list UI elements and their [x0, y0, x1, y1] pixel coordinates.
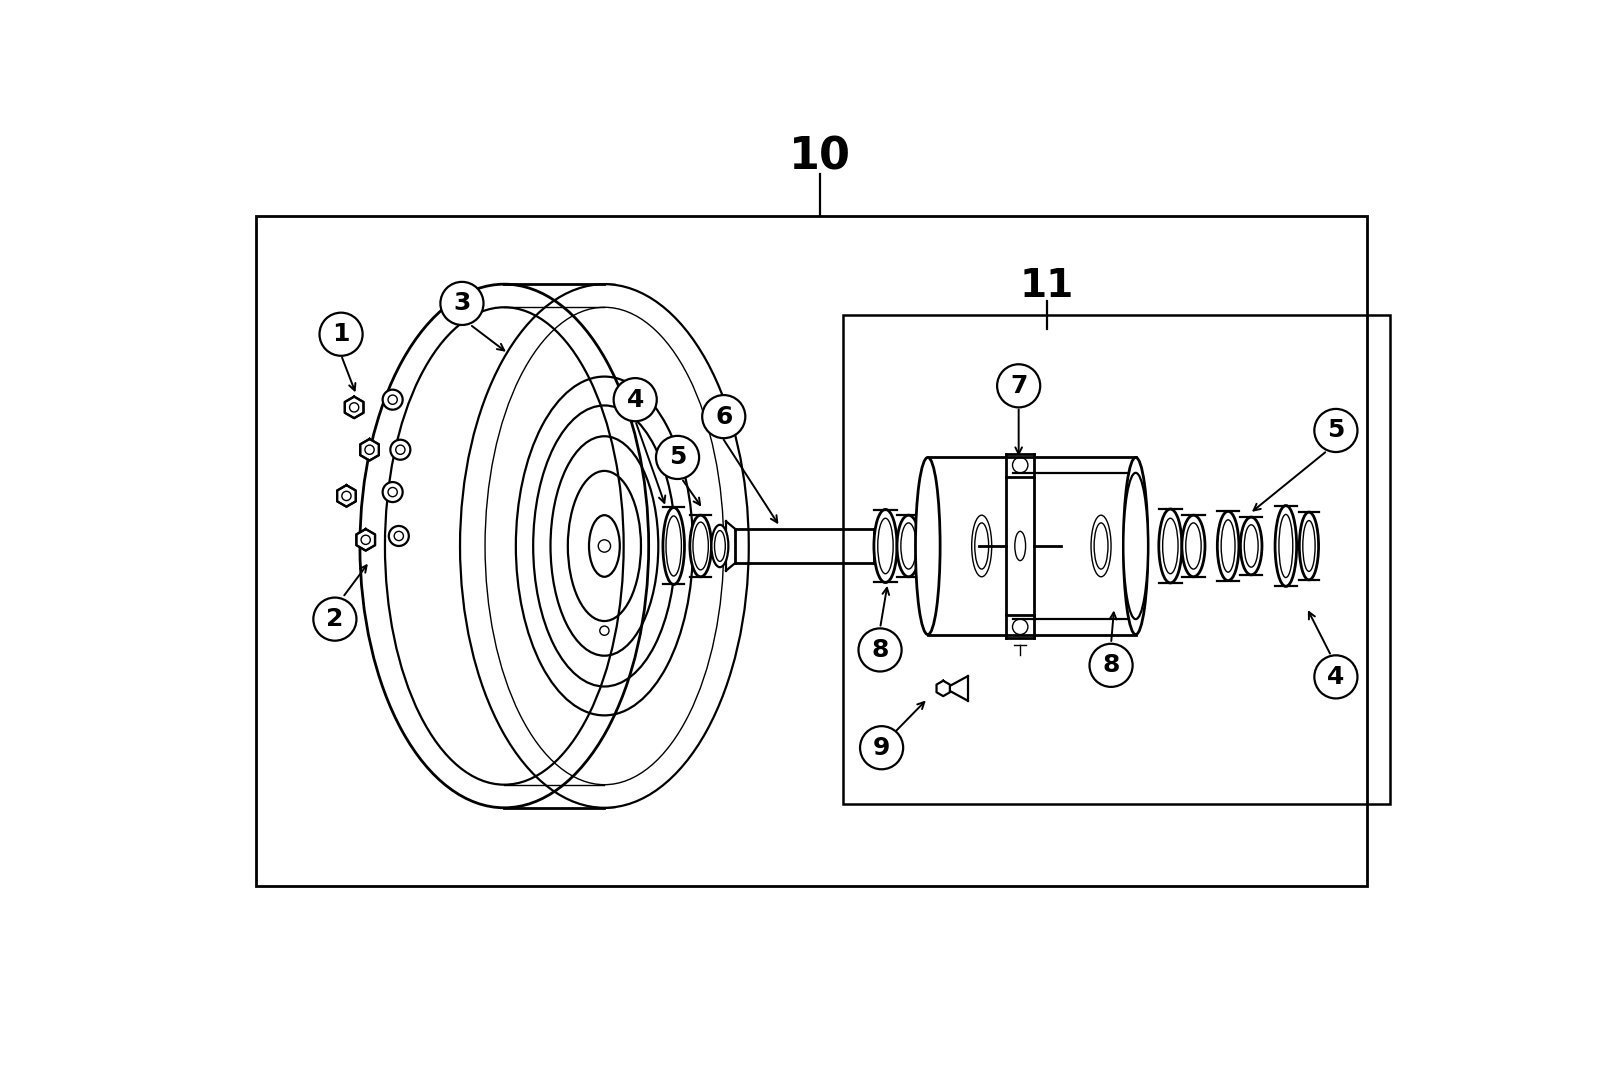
Circle shape [382, 482, 403, 502]
Ellipse shape [1218, 511, 1238, 581]
Polygon shape [936, 681, 950, 696]
Bar [843, 315, 1390, 804]
Text: 4: 4 [1328, 665, 1344, 689]
Circle shape [390, 440, 410, 460]
Ellipse shape [712, 525, 728, 567]
Circle shape [320, 313, 363, 356]
Circle shape [314, 597, 357, 641]
Text: 5: 5 [669, 446, 686, 470]
Text: 9: 9 [874, 735, 890, 760]
Circle shape [389, 526, 410, 546]
Circle shape [614, 378, 656, 421]
Text: 1: 1 [333, 323, 350, 346]
Circle shape [859, 628, 902, 671]
Ellipse shape [874, 509, 898, 582]
Polygon shape [357, 530, 374, 551]
Text: 3: 3 [453, 292, 470, 315]
Text: 8: 8 [1102, 653, 1120, 678]
Polygon shape [338, 486, 355, 507]
Circle shape [1314, 408, 1357, 452]
Text: 5: 5 [1328, 418, 1344, 443]
Circle shape [656, 436, 699, 479]
Ellipse shape [690, 516, 712, 577]
Ellipse shape [662, 507, 685, 584]
Ellipse shape [1240, 517, 1262, 575]
Circle shape [1090, 644, 1133, 687]
Circle shape [440, 282, 483, 325]
Circle shape [997, 364, 1040, 407]
Text: 8: 8 [872, 638, 888, 661]
Ellipse shape [1123, 458, 1149, 635]
Text: 11: 11 [1021, 267, 1074, 304]
Ellipse shape [1182, 516, 1205, 577]
Bar [256, 217, 1366, 887]
Text: 4: 4 [627, 388, 643, 412]
Bar [357, 284, 757, 808]
Circle shape [861, 726, 902, 770]
Bar [1006, 477, 1034, 615]
Ellipse shape [1123, 473, 1149, 620]
Ellipse shape [1158, 509, 1182, 583]
Ellipse shape [915, 458, 941, 635]
Text: 10: 10 [789, 136, 851, 179]
Circle shape [382, 389, 403, 410]
Text: 7: 7 [1010, 374, 1027, 398]
Ellipse shape [1299, 512, 1318, 580]
Ellipse shape [1275, 506, 1296, 586]
Ellipse shape [898, 516, 920, 577]
Text: 6: 6 [715, 404, 733, 429]
Circle shape [1314, 655, 1357, 699]
Text: 2: 2 [326, 607, 344, 631]
Polygon shape [346, 397, 363, 418]
Circle shape [702, 396, 746, 438]
Polygon shape [360, 438, 379, 461]
